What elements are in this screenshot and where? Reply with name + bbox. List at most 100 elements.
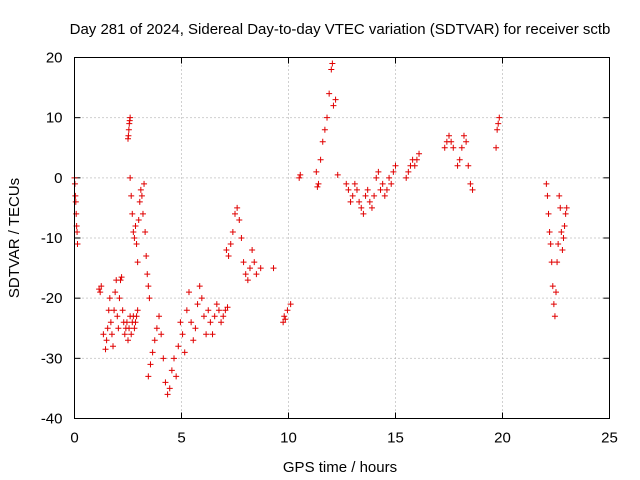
data-point [287, 301, 294, 308]
data-point [334, 171, 341, 178]
data-point [126, 325, 133, 332]
data-point [236, 216, 243, 223]
data-point [545, 210, 552, 217]
data-point [142, 228, 149, 235]
data-point [121, 331, 128, 338]
data-point [151, 337, 158, 344]
y-tick-label: 10 [46, 110, 63, 127]
data-point [198, 295, 205, 302]
data-point [119, 307, 126, 314]
data-point [244, 277, 251, 284]
data-point [548, 259, 555, 266]
data-point [143, 253, 150, 260]
data-point [129, 210, 136, 217]
data-point [297, 171, 304, 178]
data-point [360, 210, 367, 217]
data-point [104, 325, 111, 332]
data-point [544, 192, 551, 199]
data-point [131, 325, 138, 332]
data-point [114, 313, 121, 320]
data-point [194, 301, 201, 308]
data-point [185, 289, 192, 296]
data-point [225, 253, 232, 260]
data-point [175, 343, 182, 350]
data-point [125, 132, 132, 139]
data-point [240, 259, 247, 266]
data-point [253, 271, 260, 278]
data-point [282, 316, 289, 323]
data-point [448, 138, 455, 145]
data-point [125, 126, 132, 133]
data-point [116, 295, 123, 302]
data-point [117, 277, 124, 284]
data-point [130, 228, 137, 235]
data-point [313, 168, 320, 175]
data-point [547, 241, 554, 248]
data-point [345, 186, 352, 193]
y-tick-label: -30 [41, 350, 63, 367]
data-point [238, 235, 245, 241]
data-point [224, 304, 231, 311]
data-point [133, 241, 140, 248]
data-point [160, 355, 167, 362]
data-point [147, 361, 154, 368]
x-axis-label: GPS time / hours [283, 459, 397, 476]
data-point [222, 307, 229, 314]
data-point [556, 192, 563, 199]
axis-ticks: 0 5 10 15 20 25 -40 -30 -20 -10 0 10 20 [41, 50, 618, 447]
data-point [553, 289, 559, 296]
data-point [218, 319, 225, 326]
data-point [562, 210, 569, 217]
data-point [364, 186, 371, 193]
data-point [405, 168, 412, 175]
data-point [153, 325, 160, 332]
data-point [74, 241, 81, 248]
data-point [349, 192, 356, 199]
data-point [332, 96, 339, 103]
data-point [315, 180, 322, 187]
data-point [381, 192, 388, 199]
data-point [168, 367, 175, 374]
data-point [563, 204, 570, 211]
grid [74, 57, 610, 419]
data-point [137, 186, 144, 193]
data-point [115, 325, 122, 332]
data-point [108, 331, 115, 338]
data-point [112, 289, 119, 296]
data-point [465, 162, 472, 169]
data-point [196, 283, 203, 290]
data-point [232, 210, 238, 217]
data-point [96, 286, 103, 293]
data-point [314, 183, 321, 190]
data-point [456, 156, 463, 163]
data-point [416, 150, 423, 157]
data-point [190, 337, 197, 344]
data-point [549, 283, 556, 290]
data-point [223, 247, 230, 254]
data-point [158, 331, 165, 338]
x-tick-label: 0 [70, 430, 78, 447]
x-tick-label: 10 [280, 430, 297, 447]
data-point [138, 192, 145, 199]
data-point [296, 174, 303, 181]
data-point [141, 180, 148, 187]
data-point [125, 337, 131, 344]
data-points [71, 60, 570, 398]
data-point [110, 343, 117, 350]
data-point [383, 186, 390, 193]
data-point [270, 265, 277, 272]
data-point [209, 331, 216, 338]
data-point [280, 319, 287, 326]
data-point [368, 204, 375, 211]
data-point [173, 373, 180, 380]
data-point [128, 331, 135, 338]
data-point [493, 144, 500, 151]
x-tick-label: 15 [387, 430, 404, 447]
data-point [166, 385, 173, 392]
data-point [366, 198, 373, 205]
data-point [246, 265, 253, 272]
data-point [207, 319, 214, 326]
data-point [351, 180, 358, 187]
data-point [156, 313, 163, 320]
